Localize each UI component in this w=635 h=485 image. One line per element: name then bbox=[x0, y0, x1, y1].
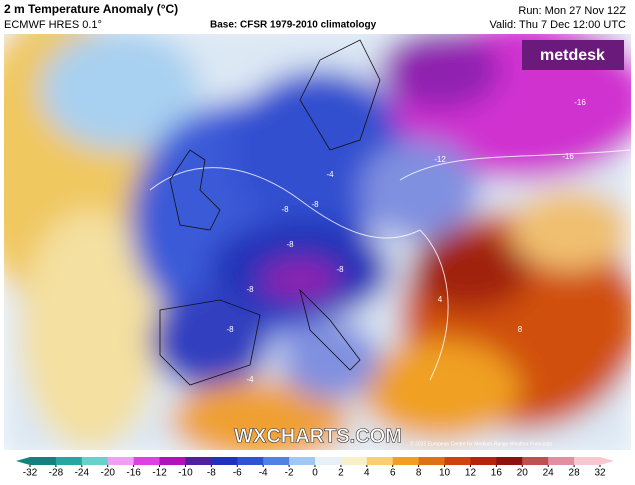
colorbar-tick-label: -6 bbox=[233, 468, 242, 479]
colorbar-segment bbox=[211, 457, 238, 465]
watermark: WXCHARTS.COM bbox=[234, 425, 402, 447]
colorbar-tick-label: 28 bbox=[569, 468, 581, 479]
contour-label: 4 bbox=[438, 295, 443, 304]
title: 2 m Temperature Anomaly (°C) bbox=[4, 2, 178, 16]
colorbar-tick-label: 2 bbox=[338, 468, 344, 479]
colorbar-segment bbox=[496, 457, 523, 465]
contour-label: -8 bbox=[311, 200, 319, 209]
contour-label: -8 bbox=[336, 265, 344, 274]
colorbar-tick-label: -16 bbox=[126, 468, 141, 479]
colorbar-segment bbox=[133, 457, 161, 465]
colorbar-tick-label: 24 bbox=[543, 468, 555, 479]
logo: metdesk bbox=[540, 47, 605, 64]
colorbar-tick-label: 12 bbox=[465, 468, 477, 479]
coastline bbox=[169, 149, 221, 231]
colorbar-tick-label: -20 bbox=[101, 468, 116, 479]
colorbar-tick-label: -10 bbox=[178, 468, 193, 479]
contour-label: -8 bbox=[226, 325, 234, 334]
colorbar-segment bbox=[289, 457, 316, 465]
colorbar: -32 -28 -24 -20 -16 -12 -10 -8 -6 -4 -2 0 2 4 6 8 10 12 16… bbox=[16, 457, 614, 479]
colorbar-segment bbox=[444, 457, 471, 465]
colorbar-tick-label: 4 bbox=[364, 468, 370, 479]
colorbar-segment bbox=[340, 457, 368, 465]
colorbar-segment bbox=[366, 457, 394, 465]
contour-label: -16 bbox=[574, 98, 586, 107]
logo-box bbox=[522, 40, 624, 70]
colorbar-segment bbox=[418, 457, 446, 465]
colorbar-segment bbox=[81, 457, 109, 465]
colorbar-segment bbox=[548, 457, 575, 465]
colorbar-segment bbox=[159, 457, 186, 465]
contour-label: -8 bbox=[286, 240, 294, 249]
colorbar-tick-label: 6 bbox=[390, 468, 396, 479]
colorbar-tick-label: 32 bbox=[594, 468, 606, 479]
contour-label: -4 bbox=[246, 375, 254, 384]
coastlines bbox=[159, 39, 381, 386]
base: Base: CFSR 1979-2010 climatology bbox=[210, 20, 377, 31]
colorbar-tick-label: -2 bbox=[285, 468, 294, 479]
colorbar-tick-label: -32 bbox=[23, 468, 38, 479]
coastline bbox=[159, 299, 261, 386]
colorbar-segment bbox=[574, 457, 601, 465]
contour bbox=[149, 167, 421, 239]
colorbar-tick-label: 0 bbox=[312, 468, 318, 479]
colorbar-segment bbox=[30, 457, 57, 465]
valid: Valid: Thu 7 Dec 12:00 UTC bbox=[489, 19, 626, 31]
contour-label: -16 bbox=[562, 152, 574, 161]
colorbar-tick-label: 10 bbox=[439, 468, 451, 479]
map bbox=[4, 34, 631, 450]
colorbar-tick-label: -8 bbox=[207, 468, 216, 479]
contour bbox=[399, 149, 631, 181]
colorbar-tick-label: -4 bbox=[259, 468, 268, 479]
colorbar-tick-label: 20 bbox=[517, 468, 529, 479]
contour-label: -8 bbox=[246, 285, 254, 294]
contour-label: -12 bbox=[434, 155, 446, 164]
colorbar-segment bbox=[392, 457, 420, 465]
contours bbox=[149, 149, 631, 381]
run: Run: Mon 27 Nov 12Z bbox=[518, 5, 626, 17]
contour-label: 8 bbox=[518, 325, 523, 334]
colorbar-tick-label: -12 bbox=[152, 468, 167, 479]
colorbar-segment bbox=[522, 457, 549, 465]
colorbar-tick-label: 8 bbox=[416, 468, 422, 479]
contour-label: -4 bbox=[326, 170, 334, 179]
model: ECMWF HRES 0.1° bbox=[4, 19, 102, 31]
colorbar-tick-label: -28 bbox=[49, 468, 64, 479]
colorbar-segment bbox=[263, 457, 290, 465]
colorbar-tick-label: 16 bbox=[491, 468, 503, 479]
copyright: © 2023 European Centre for Medium-Range … bbox=[410, 440, 552, 447]
coastline bbox=[299, 288, 361, 371]
colorbar-segment bbox=[470, 457, 497, 465]
colorbar-segment bbox=[185, 457, 212, 465]
colorbar-arrow bbox=[16, 457, 30, 465]
contour-labels: -16 -16 -12 -8 -8 -8 -8 -8 -8 -4 -4 4 8 bbox=[226, 98, 586, 384]
contour-label: -8 bbox=[281, 205, 289, 214]
contour bbox=[419, 229, 449, 381]
colorbar-segment bbox=[237, 457, 264, 465]
colorbar-arrow bbox=[600, 457, 614, 465]
colorbar-segment bbox=[315, 457, 342, 465]
colorbar-segment bbox=[107, 457, 135, 465]
colorbar-segment bbox=[55, 457, 83, 465]
coastline bbox=[299, 39, 381, 151]
colorbar-tick-label: -24 bbox=[75, 468, 90, 479]
